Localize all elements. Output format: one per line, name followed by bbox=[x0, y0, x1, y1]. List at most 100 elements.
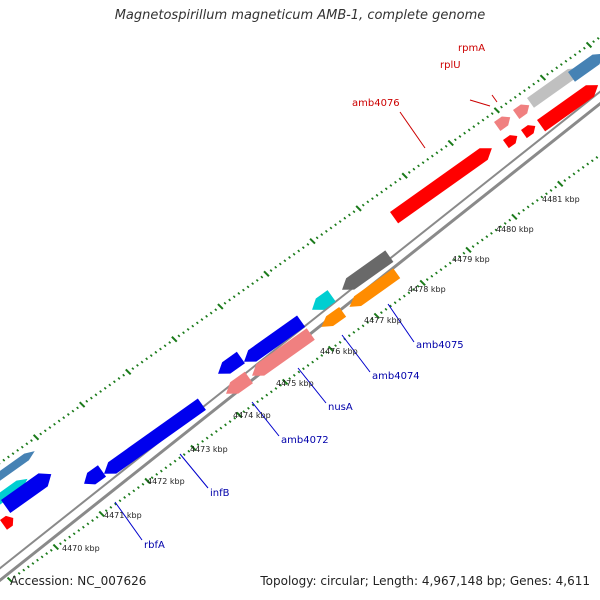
gene-label-layer: rpmA rplU amb4076 amb4075 amb4074 nusA amb4072… bbox=[144, 43, 485, 551]
major-tick bbox=[263, 270, 270, 277]
major-tick bbox=[419, 279, 426, 287]
minor-tick bbox=[17, 571, 21, 575]
minor-tick bbox=[398, 177, 402, 181]
major-tick bbox=[236, 411, 243, 419]
minor-tick bbox=[440, 148, 443, 151]
minor-tick bbox=[421, 161, 425, 165]
label-leader-line bbox=[179, 453, 209, 489]
gene-feature bbox=[226, 371, 253, 394]
minor-tick bbox=[164, 466, 168, 470]
minor-tick bbox=[384, 307, 388, 311]
minor-tick bbox=[320, 354, 324, 357]
major-tick bbox=[493, 107, 500, 114]
minor-tick bbox=[453, 258, 457, 262]
minor-tick bbox=[242, 288, 245, 292]
minor-tick bbox=[573, 53, 577, 57]
minor-tick bbox=[407, 291, 411, 295]
minor-tick bbox=[40, 555, 44, 559]
minor-tick bbox=[274, 265, 278, 269]
minor-tick bbox=[48, 426, 52, 429]
minor-tick bbox=[311, 360, 315, 364]
minor-tick bbox=[177, 334, 181, 338]
gene-label: amb4072 bbox=[281, 435, 329, 446]
minor-tick bbox=[288, 377, 292, 381]
minor-tick bbox=[109, 505, 113, 509]
minor-tick bbox=[255, 278, 259, 282]
minor-tick bbox=[91, 519, 94, 522]
minor-tick bbox=[444, 144, 448, 148]
minor-tick bbox=[426, 157, 430, 161]
minor-tick bbox=[329, 226, 333, 230]
minor-tick bbox=[306, 364, 310, 367]
minor-tick bbox=[219, 426, 223, 430]
minor-tick bbox=[141, 482, 145, 486]
major-tick bbox=[217, 303, 224, 310]
gene-feature bbox=[321, 306, 347, 327]
gene-feature bbox=[312, 290, 336, 310]
minor-tick bbox=[577, 169, 580, 173]
minor-tick bbox=[155, 472, 159, 476]
minor-tick bbox=[315, 236, 319, 240]
major-tick bbox=[190, 444, 197, 452]
scale-label: 4474 kbp bbox=[233, 411, 271, 420]
minor-tick bbox=[205, 314, 208, 318]
minor-tick bbox=[200, 318, 204, 321]
minor-tick bbox=[366, 200, 370, 204]
minor-tick bbox=[260, 275, 264, 279]
minor-tick bbox=[224, 423, 227, 427]
minor-tick bbox=[578, 50, 582, 53]
minor-tick bbox=[297, 249, 301, 253]
gene-feature bbox=[537, 85, 599, 132]
minor-tick bbox=[347, 334, 351, 338]
minor-tick bbox=[81, 525, 85, 529]
minor-tick bbox=[13, 575, 16, 579]
minor-tick bbox=[549, 189, 553, 192]
minor-tick bbox=[39, 432, 43, 436]
minor-tick bbox=[523, 89, 526, 93]
minor-tick bbox=[370, 317, 374, 321]
minor-tick bbox=[389, 304, 392, 308]
minor-tick bbox=[260, 397, 264, 400]
scale-label: 4475 kbp bbox=[276, 379, 314, 388]
scale-label: 4479 kbp bbox=[452, 255, 490, 264]
minor-tick bbox=[572, 172, 576, 176]
minor-tick bbox=[462, 251, 466, 255]
minor-tick bbox=[444, 264, 447, 268]
minor-tick bbox=[581, 165, 585, 169]
minor-tick bbox=[77, 529, 81, 532]
minor-tick bbox=[228, 298, 232, 302]
major-tick bbox=[6, 576, 14, 584]
minor-tick bbox=[7, 455, 10, 459]
minor-tick bbox=[379, 311, 383, 314]
genome-summary-text: Topology: circular; Length: 4,967,148 bp… bbox=[260, 574, 590, 588]
minor-tick bbox=[567, 175, 571, 179]
minor-tick bbox=[435, 151, 439, 155]
gene-label: rpmA bbox=[458, 43, 485, 54]
label-leader-line bbox=[491, 94, 498, 103]
minor-tick bbox=[592, 40, 596, 44]
minor-tick bbox=[513, 95, 517, 99]
minor-tick bbox=[16, 448, 20, 452]
minor-tick bbox=[352, 210, 356, 214]
minor-tick bbox=[11, 452, 15, 456]
minor-tick bbox=[453, 138, 457, 142]
scale-label: 4476 kbp bbox=[320, 347, 358, 356]
minor-tick bbox=[527, 86, 531, 89]
minor-tick bbox=[361, 203, 365, 207]
minor-tick bbox=[195, 321, 199, 325]
minor-tick bbox=[402, 294, 406, 298]
major-tick bbox=[465, 246, 472, 254]
minor-tick bbox=[526, 205, 530, 209]
minor-tick bbox=[569, 56, 572, 60]
minor-tick bbox=[407, 171, 411, 174]
minor-tick bbox=[352, 330, 356, 334]
minor-tick bbox=[150, 476, 154, 480]
minor-tick bbox=[582, 46, 586, 50]
minor-tick bbox=[246, 285, 250, 289]
minor-tick bbox=[393, 301, 397, 305]
minor-tick bbox=[315, 357, 319, 361]
gene-feature bbox=[513, 104, 530, 119]
minor-tick bbox=[45, 552, 49, 555]
minor-tick bbox=[205, 436, 209, 440]
minor-tick bbox=[357, 327, 360, 331]
